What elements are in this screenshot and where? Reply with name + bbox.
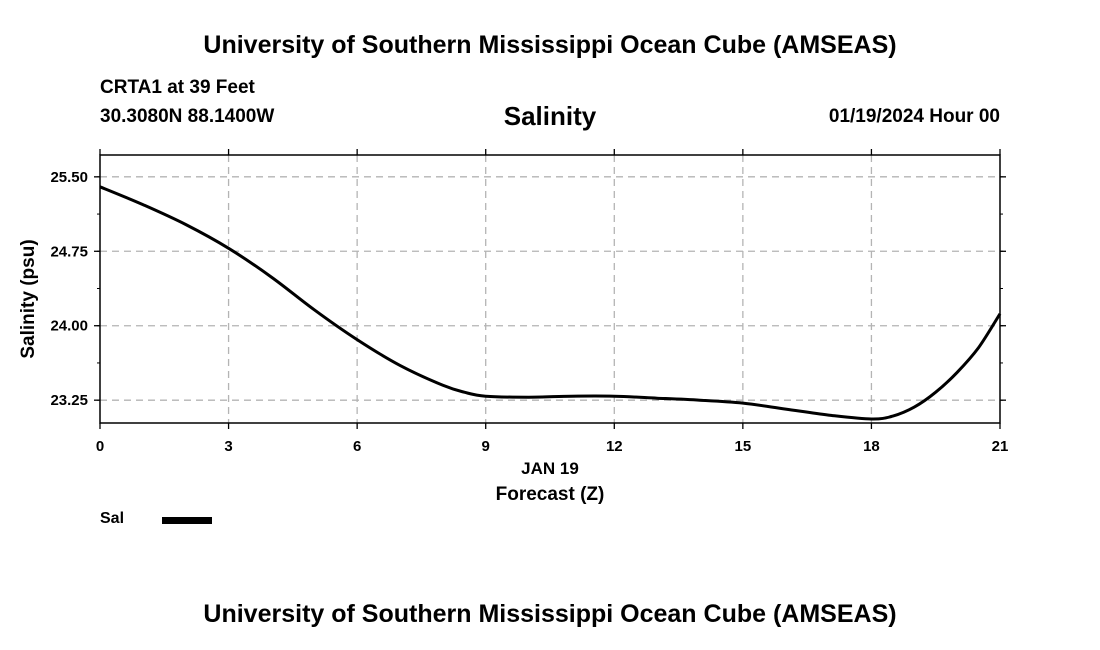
station-label: CRTA1 at 39 Feet xyxy=(100,77,255,98)
plot-frame xyxy=(99,154,1001,424)
bottom-title: University of Southern Mississippi Ocean… xyxy=(203,600,897,628)
coordinates-label: 30.3080N 88.1400W xyxy=(100,106,275,127)
legend-swatch xyxy=(162,517,212,524)
x-tick-label: 18 xyxy=(863,438,880,455)
x-axis-label: Forecast (Z) xyxy=(496,484,605,505)
x-tick-label: 15 xyxy=(735,438,752,455)
y-tick-label: 25.50 xyxy=(50,169,88,186)
date-label: 01/19/2024 Hour 00 xyxy=(828,106,1000,127)
x-tick-label: 3 xyxy=(224,438,232,455)
top-title: University of Southern Mississippi Ocean… xyxy=(203,31,897,59)
chart-title: Salinity xyxy=(503,101,597,131)
series-layer xyxy=(99,185,1002,421)
axis-layer xyxy=(94,149,1006,429)
series-line-sal xyxy=(99,185,1002,421)
y-tick-label: 24.00 xyxy=(50,318,88,335)
x-tick-label: 6 xyxy=(353,438,361,455)
x-axis-sublabel: JAN 19 xyxy=(521,459,579,478)
y-axis-label: Salinity (psu) xyxy=(18,239,39,358)
x-tick-label: 12 xyxy=(606,438,623,455)
label-layer: 0 3 6 9 12 15 18 21 23.25 24.00 24.75 25.50 JAN 19 Fo… xyxy=(18,169,1008,505)
y-tick-label: 23.25 xyxy=(50,392,88,409)
x-tick-label: 9 xyxy=(482,438,490,455)
x-tick-label: 0 xyxy=(96,438,104,455)
x-tick-label: 21 xyxy=(992,438,1009,455)
y-tick-label: 24.75 xyxy=(50,243,88,260)
grid-layer xyxy=(100,155,1000,423)
legend-label: Sal xyxy=(100,510,125,527)
